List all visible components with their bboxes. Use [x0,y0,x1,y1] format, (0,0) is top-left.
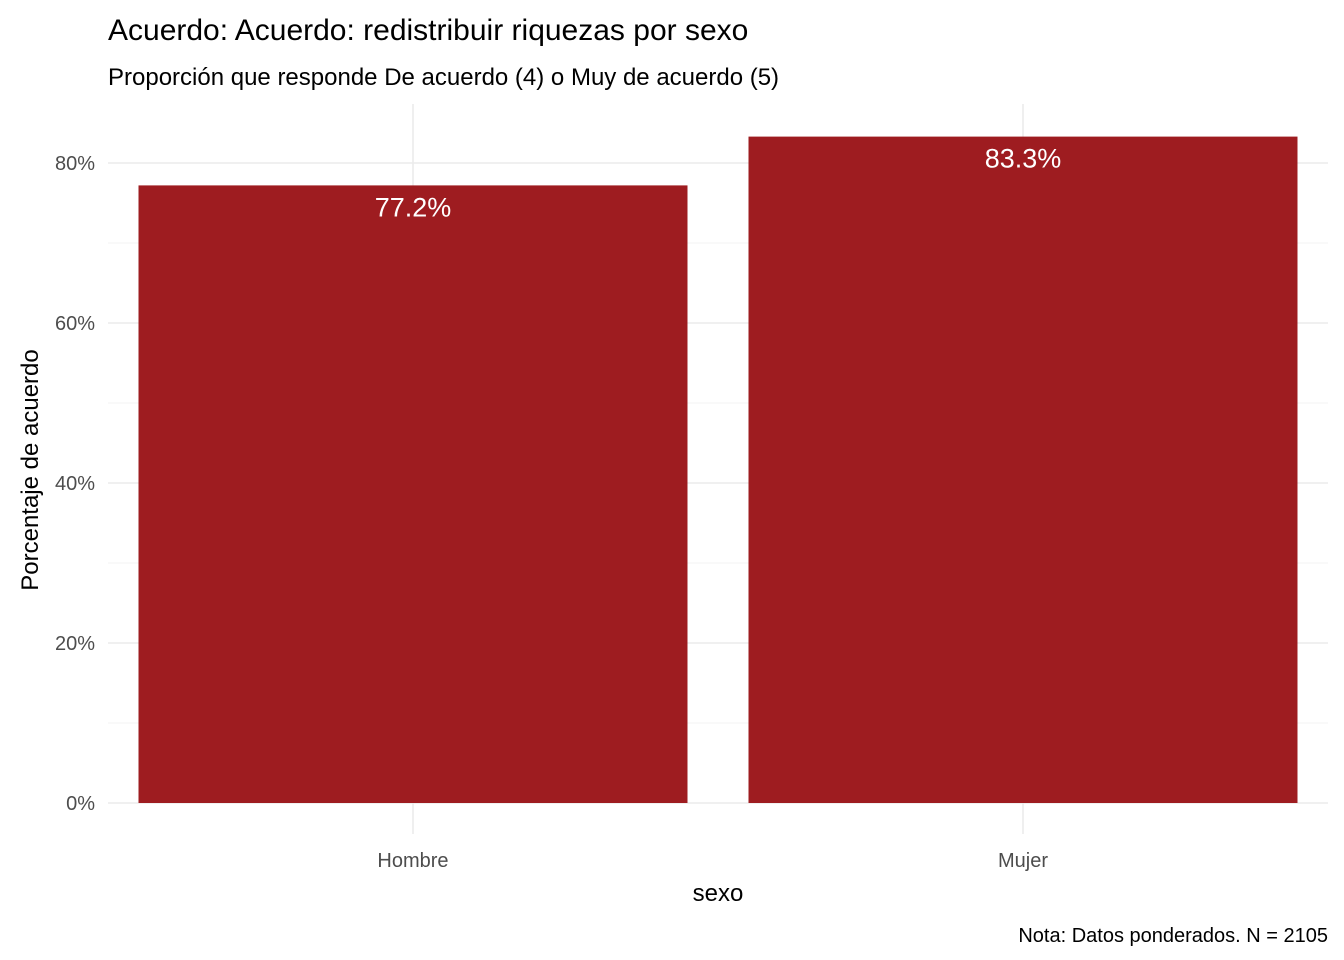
chart-subtitle: Proporción que responde De acuerdo (4) o… [108,64,779,91]
x-tick-label: Mujer [998,850,1048,872]
chart-title: Acuerdo: Acuerdo: redistribuir riquezas … [108,14,748,47]
y-tick-label: 20% [55,633,95,655]
bar-value-label: 83.3% [985,144,1062,174]
x-axis-ticks: Hombre Mujer [377,850,1048,872]
x-axis-title: sexo [693,880,744,907]
y-tick-label: 60% [55,313,95,335]
bars [138,136,1298,804]
chart-caption: Nota: Datos ponderados. N = 2105 [1018,925,1328,947]
data-labels: 77.2% 83.3% [375,144,1062,223]
bar-mujer [748,136,1298,804]
y-axis-ticks: 0% 20% 40% 60% 80% [55,153,95,815]
y-tick-label: 80% [55,153,95,175]
y-tick-label: 0% [66,793,95,815]
y-axis-title: Porcentaje de acuerdo [17,349,44,591]
y-tick-label: 40% [55,473,95,495]
bar-hombre [138,185,688,803]
x-tick-label: Hombre [377,850,448,872]
bar-value-label: 77.2% [375,192,452,222]
